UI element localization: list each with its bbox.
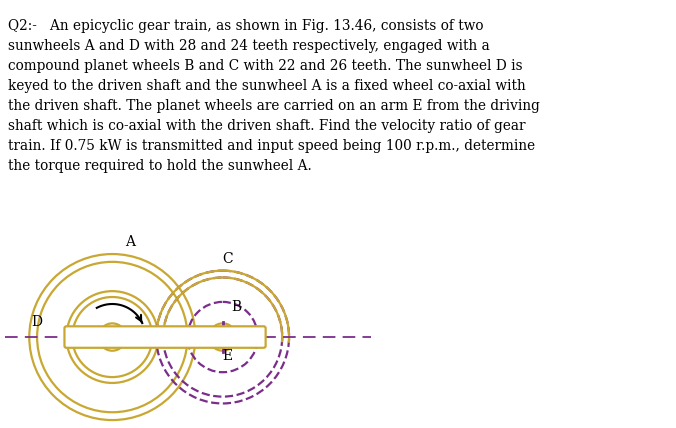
Text: Q2:-   An epicyclic gear train, as shown in Fig. 13.46, consists of two: Q2:- An epicyclic gear train, as shown i… (8, 19, 483, 33)
Text: compound planet wheels B and C with 22 and 26 teeth. The sunwheel D is: compound planet wheels B and C with 22 a… (8, 59, 523, 73)
Text: shaft which is co-axial with the driven shaft. Find the velocity ratio of gear: shaft which is co-axial with the driven … (8, 119, 525, 133)
Text: keyed to the driven shaft and the sunwheel A is a fixed wheel co-axial with: keyed to the driven shaft and the sunwhe… (8, 79, 525, 93)
Text: the driven shaft. The planet wheels are carried on an arm E from the driving: the driven shaft. The planet wheels are … (8, 99, 539, 113)
Text: A: A (125, 235, 135, 249)
Text: C: C (222, 252, 233, 266)
Text: train. If 0.75 kW is transmitted and input speed being 100 r.p.m., determine: train. If 0.75 kW is transmitted and inp… (8, 139, 535, 153)
Text: the torque required to hold the sunwheel A.: the torque required to hold the sunwheel… (8, 159, 312, 173)
Text: sunwheels A and D with 28 and 24 teeth respectively, engaged with a: sunwheels A and D with 28 and 24 teeth r… (8, 39, 489, 53)
Text: E: E (222, 349, 233, 363)
Text: B: B (231, 300, 241, 314)
Text: D: D (32, 315, 43, 330)
FancyBboxPatch shape (64, 326, 266, 348)
